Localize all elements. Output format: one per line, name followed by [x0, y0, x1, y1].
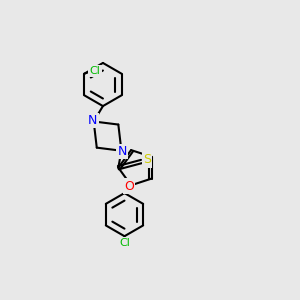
Text: N: N: [88, 114, 98, 127]
Text: Cl: Cl: [119, 238, 130, 248]
Text: N: N: [118, 145, 127, 158]
Text: S: S: [143, 154, 151, 166]
Text: Cl: Cl: [90, 66, 101, 76]
Text: O: O: [124, 179, 134, 193]
